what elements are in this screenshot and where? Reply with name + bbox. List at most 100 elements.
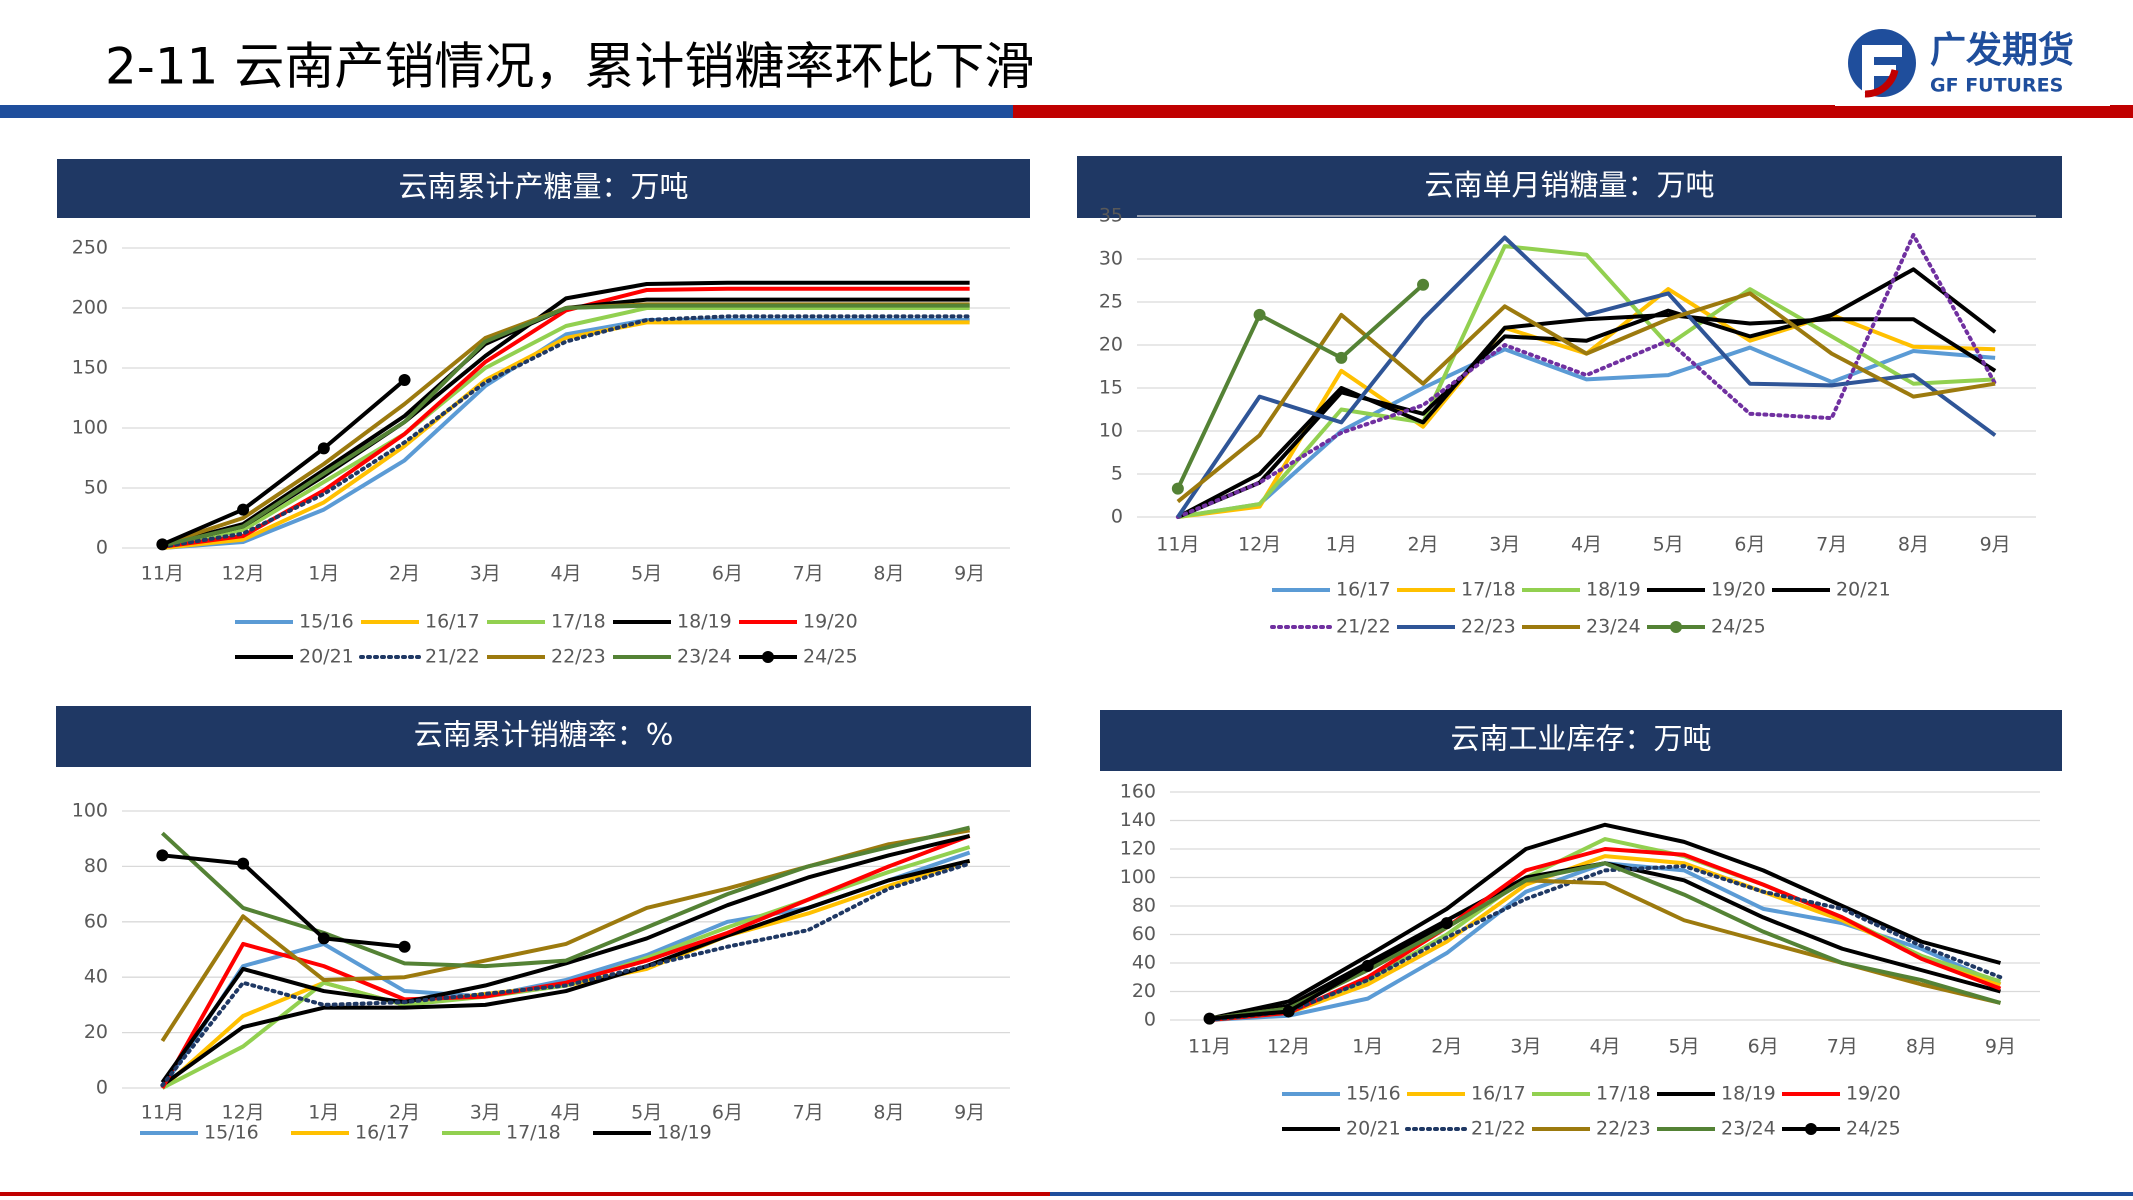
x-tick-label: 3月 (470, 563, 501, 585)
legend-label: 17/18 (506, 1122, 561, 1144)
x-tick-label: 5月 (1653, 534, 1684, 556)
x-tick-label: 2月 (1431, 1036, 1462, 1058)
y-tick-label: 80 (84, 855, 108, 877)
legend-label: 18/19 (1721, 1083, 1776, 1105)
data-point (398, 374, 411, 386)
legend-label: 17/18 (1596, 1083, 1651, 1105)
x-tick-label: 9月 (954, 563, 985, 585)
data-point (156, 538, 169, 551)
series-line (160, 861, 972, 1088)
legend-label: 17/18 (551, 611, 606, 633)
y-tick-label: 80 (1132, 895, 1156, 917)
x-tick-label: 8月 (873, 563, 904, 585)
legend-label: 22/23 (1461, 616, 1516, 638)
y-tick-label: 40 (1132, 952, 1156, 974)
x-tick-label: 5月 (631, 563, 662, 585)
legend-label: 15/16 (299, 611, 354, 633)
footer-band-blue (1050, 1192, 2133, 1196)
series-line (1207, 864, 2003, 1022)
x-tick-label: 4月 (1571, 534, 1602, 556)
x-tick-label: 2月 (389, 563, 420, 585)
y-tick-label: 15 (1099, 377, 1123, 399)
x-tick-label: 6月 (1734, 534, 1765, 556)
y-tick-label: 35 (1099, 205, 1123, 227)
y-tick-label: 140 (1120, 809, 1156, 831)
legend-label: 23/24 (1586, 616, 1641, 638)
x-tick-label: 6月 (712, 563, 743, 585)
data-point (156, 849, 169, 862)
x-tick-label: 3月 (1510, 1036, 1541, 1058)
data-point (317, 442, 330, 455)
x-tick-label: 4月 (550, 1102, 581, 1124)
legend-label: 18/19 (1586, 579, 1641, 601)
y-tick-label: 25 (1099, 291, 1123, 313)
x-tick-label: 11月 (1156, 534, 1199, 556)
x-tick-label: 6月 (1748, 1036, 1779, 1058)
series-line (1209, 822, 2001, 1021)
y-tick-label: 40 (84, 966, 108, 988)
legend-label: 22/23 (551, 646, 606, 668)
chart-title: 云南单月销糖量：万吨 (1424, 168, 1714, 202)
logo-en: GF FUTURES (1930, 75, 2063, 97)
legend-label: 19/20 (1711, 579, 1766, 601)
footer-band-red (0, 1192, 1050, 1196)
y-tick-label: 160 (1120, 781, 1156, 803)
data-point (1253, 308, 1266, 321)
slide-title: 2-11 云南产销情况，累计销糖率环比下滑 (105, 38, 1034, 96)
y-tick-label: 60 (1132, 923, 1156, 945)
series-line (1209, 847, 2002, 1022)
legend-label: 16/17 (1471, 1083, 1526, 1105)
legend-label: 22/23 (1596, 1118, 1651, 1140)
y-tick-label: 20 (1132, 980, 1156, 1002)
legend-label: 21/22 (1336, 616, 1391, 638)
x-tick-label: 1月 (308, 1102, 339, 1124)
panel-header (56, 706, 1031, 767)
series-line (1176, 283, 1425, 490)
legend-label: 23/24 (677, 646, 732, 668)
x-tick-label: 11月 (141, 563, 184, 585)
chart-title: 云南累计产糖量：万吨 (398, 170, 688, 204)
legend-label: 24/25 (1711, 616, 1766, 638)
series-line (161, 303, 970, 548)
legend-label: 24/25 (1846, 1118, 1901, 1140)
y-tick-label: 0 (96, 1077, 108, 1099)
y-tick-label: 20 (1099, 334, 1123, 356)
data-point (237, 503, 250, 516)
legend-label: 23/24 (1721, 1118, 1776, 1140)
y-tick-label: 0 (1111, 506, 1123, 528)
x-tick-label: 11月 (141, 1102, 184, 1124)
legend-label: 21/22 (425, 646, 480, 668)
series-line (1177, 345, 1996, 519)
data-point (1282, 1005, 1295, 1018)
x-tick-label: 7月 (793, 1102, 824, 1124)
x-tick-label: 12月 (1238, 534, 1281, 556)
x-tick-label: 5月 (631, 1102, 662, 1124)
legend-label: 16/17 (1336, 579, 1391, 601)
logo-cn: 广发期货 (1930, 30, 2074, 71)
series-line (161, 378, 406, 547)
data-point (1335, 351, 1348, 364)
y-tick-label: 5 (1111, 463, 1123, 485)
series-line (162, 853, 405, 949)
y-tick-label: 0 (1144, 1009, 1156, 1031)
x-tick-label: 4月 (550, 563, 581, 585)
legend-label: 16/17 (355, 1122, 410, 1144)
chart-title: 云南工业库存：万吨 (1450, 722, 1711, 756)
y-tick-label: 100 (1120, 866, 1156, 888)
legend-label: 24/25 (803, 646, 858, 668)
x-tick-label: 9月 (1980, 534, 2011, 556)
series-line (1209, 921, 1448, 1021)
x-tick-label: 8月 (873, 1102, 904, 1124)
y-tick-label: 150 (72, 357, 108, 379)
data-point (1361, 959, 1374, 972)
panel-header (57, 159, 1030, 218)
x-tick-label: 8月 (1898, 534, 1929, 556)
panel-header (1100, 710, 2062, 771)
data-point (317, 932, 330, 945)
x-tick-label: 12月 (221, 563, 264, 585)
legend-label: 15/16 (1346, 1083, 1401, 1105)
data-point (237, 857, 250, 870)
legend-label: 17/18 (1461, 579, 1516, 601)
data-point (398, 940, 411, 953)
